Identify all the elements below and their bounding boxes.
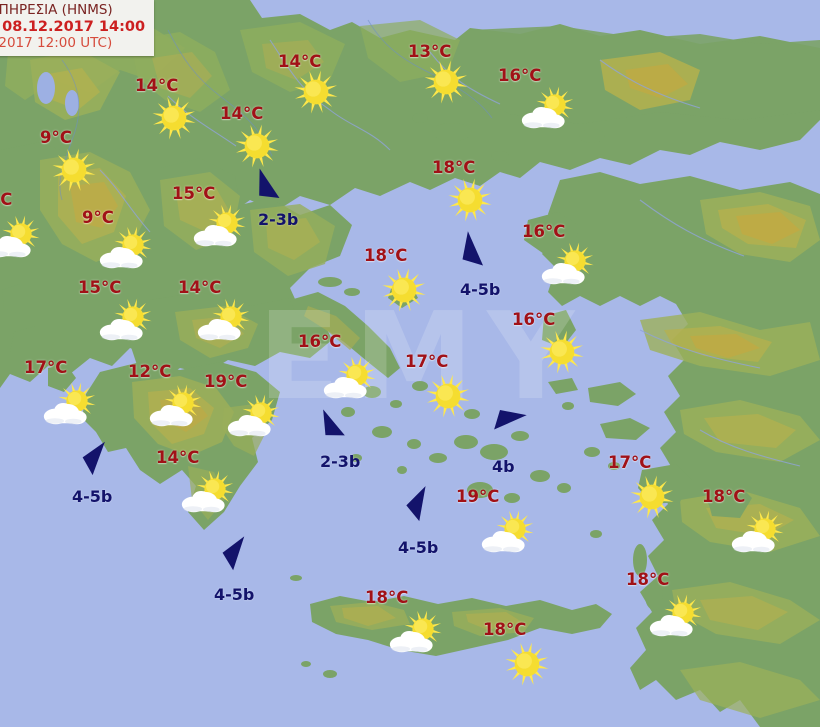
zakynthos-island xyxy=(48,364,76,392)
aegean-islands xyxy=(318,112,752,610)
rivers xyxy=(99,39,801,467)
header-date-english: riday 08.12.2017 12:00 UTC) xyxy=(0,35,113,52)
header-date-greek: αρασκευή 08.12.2017 14:00 xyxy=(0,18,146,35)
kefalonia-island xyxy=(10,326,54,366)
map-header-box: ΡΟΛΟΓΙΚΗ ΥΠΗΡΕΣΙΑ (HNMS) αρασκευή 08.12.… xyxy=(0,0,155,56)
header-agency-line: ΡΟΛΟΓΙΚΗ ΥΠΗΡΕΣΙΑ (HNMS) xyxy=(0,2,113,18)
lake-ohrid xyxy=(37,72,55,104)
crete-island xyxy=(310,596,612,656)
lake-prespa xyxy=(65,90,79,116)
lefkada-island xyxy=(2,284,30,314)
